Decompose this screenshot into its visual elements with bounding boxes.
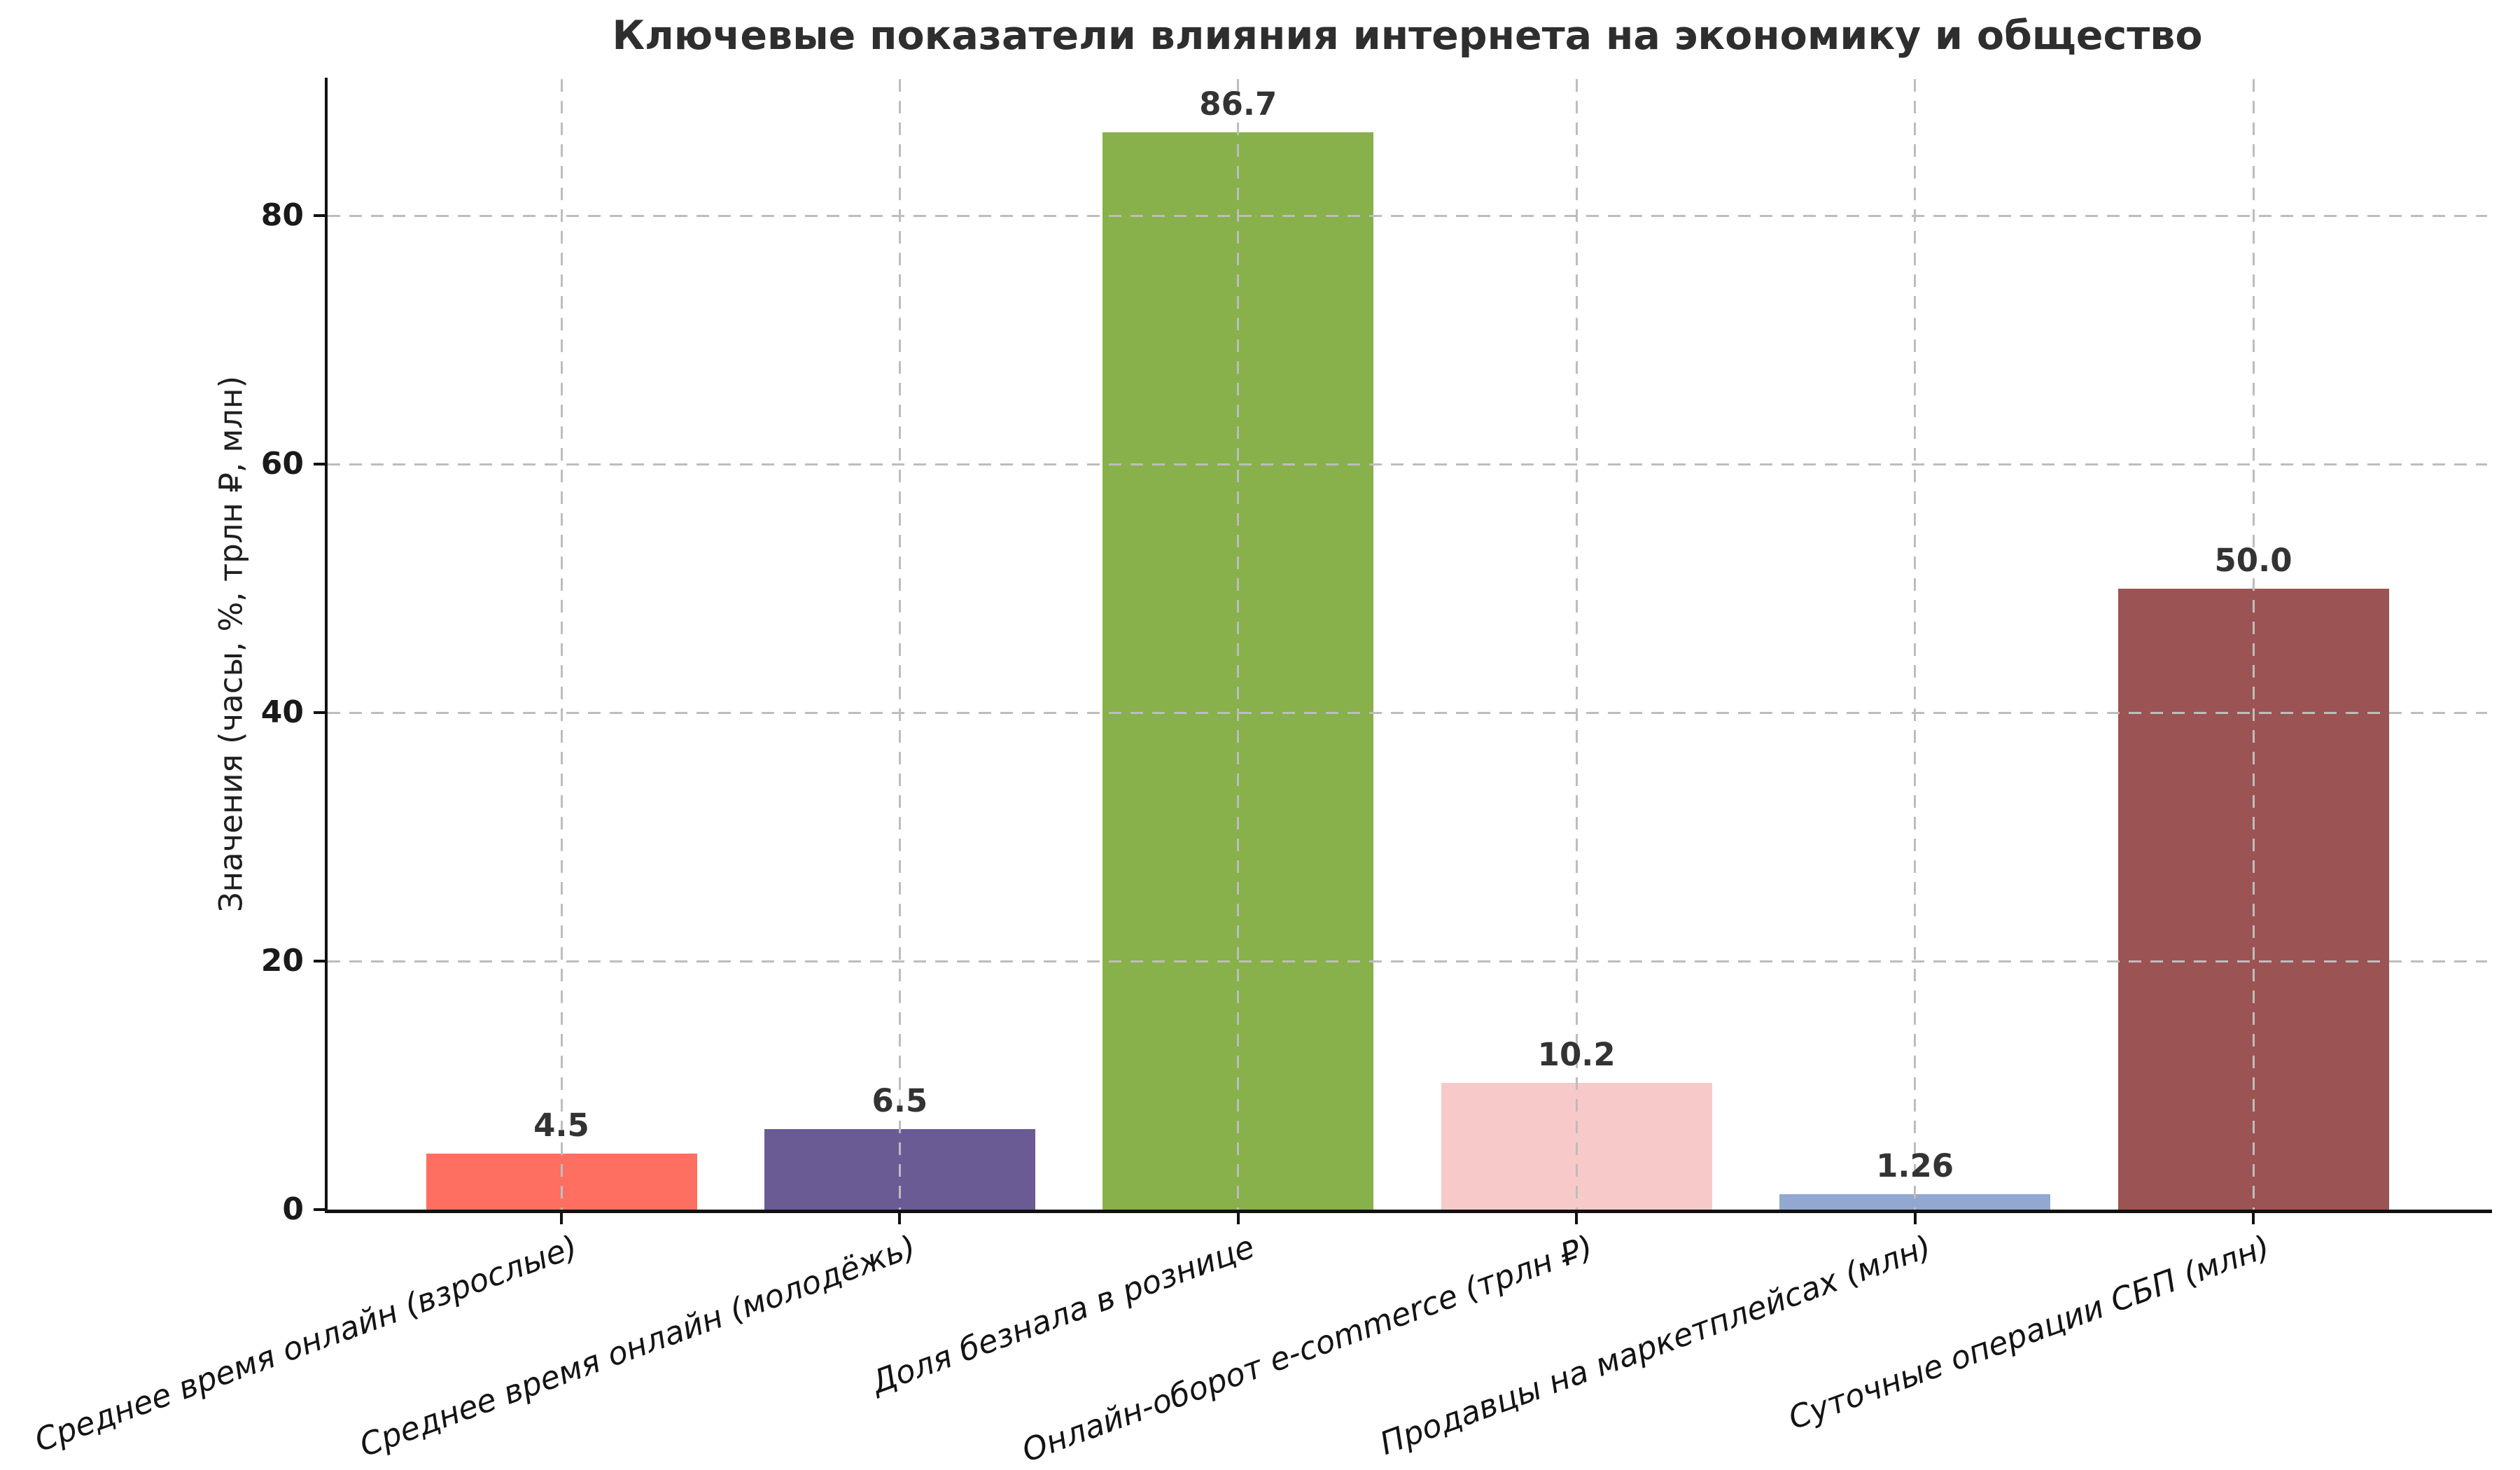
x-axis-line bbox=[325, 1210, 2492, 1213]
y-tick-label: 20 bbox=[260, 943, 304, 979]
x-tick-label: Среднее время онлайн (взрослые) bbox=[29, 1228, 583, 1460]
bar-value-label: 4.5 bbox=[533, 1107, 589, 1144]
gridline-vertical bbox=[560, 79, 563, 1210]
bar-value-label: 1.26 bbox=[1876, 1147, 1954, 1184]
gridline-vertical bbox=[1237, 79, 1240, 1210]
bar-value-label: 10.2 bbox=[1537, 1035, 1616, 1073]
y-tick-label: 80 bbox=[260, 197, 304, 234]
x-tick-mark bbox=[560, 1213, 563, 1224]
y-tick-mark bbox=[314, 463, 326, 466]
gridline-vertical bbox=[1914, 79, 1917, 1210]
x-tick-mark bbox=[1913, 1213, 1917, 1224]
y-tick-mark bbox=[314, 1208, 326, 1211]
chart-title: Ключевые показатели влияния интернета на… bbox=[612, 13, 2203, 59]
x-tick-label: Продавцы на маркетплейсах (млн) bbox=[1375, 1228, 1936, 1462]
y-tick-label: 40 bbox=[260, 694, 304, 731]
x-tick-mark bbox=[1575, 1213, 1578, 1224]
y-tick-mark bbox=[314, 711, 326, 715]
y-tick-mark bbox=[314, 960, 326, 963]
x-tick-label: Среднее время онлайн (молодёжь) bbox=[355, 1228, 921, 1464]
x-tick-label: Онлайн-оборот e-commerce (трлн ₽) bbox=[1016, 1228, 1598, 1470]
gridline-horizontal bbox=[328, 711, 2487, 714]
bar-value-label: 50.0 bbox=[2214, 541, 2292, 579]
x-tick-mark bbox=[1236, 1213, 1240, 1224]
y-tick-mark bbox=[314, 214, 326, 218]
plot-area: 4.5 6.5 86.7 10.2 1.26 50.0 bbox=[328, 79, 2487, 1210]
gridline-horizontal bbox=[328, 960, 2487, 962]
gridline-vertical bbox=[2252, 79, 2255, 1210]
x-tick-mark bbox=[2252, 1213, 2255, 1224]
x-tick-mark bbox=[898, 1213, 902, 1224]
gridline-vertical bbox=[898, 79, 901, 1210]
y-tick-label: 60 bbox=[260, 446, 304, 482]
gridline-horizontal bbox=[328, 214, 2487, 217]
y-tick-label: 0 bbox=[282, 1191, 304, 1227]
bar-value-label: 86.7 bbox=[1199, 85, 1278, 123]
y-axis-line bbox=[325, 78, 328, 1212]
bar-value-label: 6.5 bbox=[872, 1082, 928, 1119]
gridline-horizontal bbox=[328, 463, 2487, 465]
gridline-vertical bbox=[1575, 79, 1578, 1210]
